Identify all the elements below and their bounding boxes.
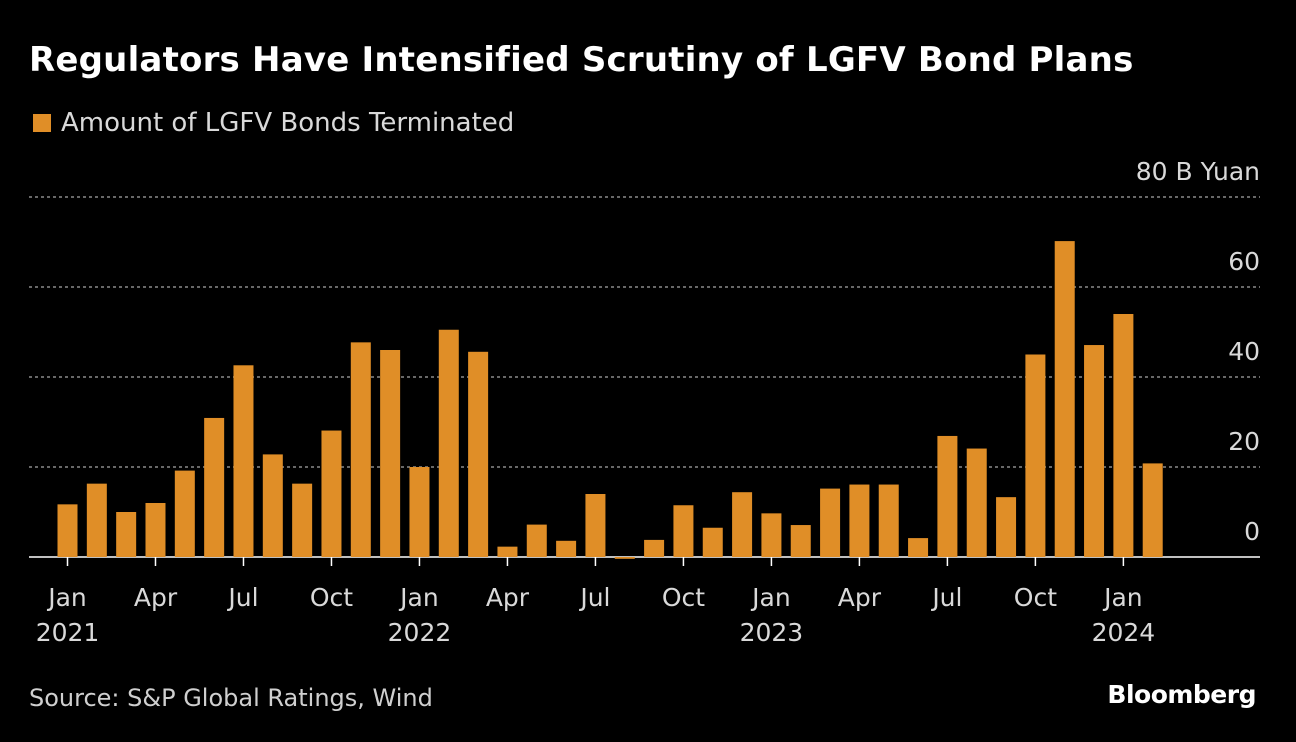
bar: [702, 527, 723, 557]
bar: [1025, 354, 1046, 557]
bar: [116, 512, 137, 557]
bar: [820, 488, 841, 557]
x-tick-label: Jan: [398, 583, 439, 612]
bar: [204, 417, 225, 557]
x-tick-label: Apr: [134, 583, 178, 612]
bar: [1054, 241, 1075, 557]
bar: [350, 342, 371, 557]
legend-swatch: [33, 114, 51, 132]
bar: [614, 557, 635, 559]
bar: [468, 351, 489, 557]
bar: [937, 435, 958, 557]
bar: [292, 483, 313, 557]
bar: [849, 484, 870, 557]
x-tick-label: Jul: [930, 583, 962, 612]
x-tick-label: Oct: [1014, 583, 1057, 612]
bar: [1142, 463, 1163, 557]
bar: [262, 454, 283, 557]
bar: [908, 538, 929, 557]
bar: [1084, 345, 1105, 557]
bar: [438, 329, 459, 557]
x-year-label: 2023: [740, 618, 804, 647]
x-tick-label: Jan: [750, 583, 791, 612]
bar: [526, 524, 547, 557]
bar: [145, 503, 166, 557]
x-year-label: 2021: [36, 618, 100, 647]
bar: [321, 430, 342, 557]
y-tick-label: 20: [1228, 427, 1260, 456]
bar: [497, 546, 518, 557]
x-year-label: 2022: [388, 618, 452, 647]
bar: [966, 448, 987, 557]
bar: [556, 540, 577, 557]
source-note: Source: S&P Global Ratings, Wind: [29, 684, 433, 712]
bar: [1113, 314, 1134, 557]
x-tick-label: Apr: [486, 583, 530, 612]
bar: [673, 505, 694, 557]
x-tick-label: Jan: [46, 583, 87, 612]
bar: [644, 539, 665, 557]
x-tick-label: Jul: [578, 583, 610, 612]
bar: [174, 470, 195, 557]
bar: [233, 365, 254, 557]
chart-title: Regulators Have Intensified Scrutiny of …: [29, 40, 1134, 80]
bar: [878, 484, 899, 557]
y-tick-label: 0: [1244, 517, 1260, 546]
bar: [761, 513, 782, 557]
bar: [86, 483, 107, 557]
bar: [585, 494, 606, 557]
y-tick-label: 80 B Yuan: [1136, 157, 1260, 186]
bar: [790, 525, 811, 557]
bar: [57, 504, 78, 557]
y-tick-label: 40: [1228, 337, 1260, 366]
x-tick-label: Jan: [1102, 583, 1143, 612]
x-year-label: 2024: [1092, 618, 1156, 647]
x-tick-label: Jul: [226, 583, 258, 612]
bloomberg-logo: Bloomberg: [1107, 680, 1256, 709]
x-tick-label: Apr: [838, 583, 882, 612]
y-tick-label: 60: [1228, 247, 1260, 276]
bar: [380, 350, 401, 557]
bar: [409, 467, 430, 557]
x-tick-label: Oct: [310, 583, 353, 612]
x-tick-label: Oct: [662, 583, 705, 612]
bar: [996, 497, 1017, 557]
bar: [732, 492, 753, 557]
legend: Amount of LGFV Bonds Terminated: [33, 108, 514, 138]
legend-label: Amount of LGFV Bonds Terminated: [61, 108, 515, 138]
